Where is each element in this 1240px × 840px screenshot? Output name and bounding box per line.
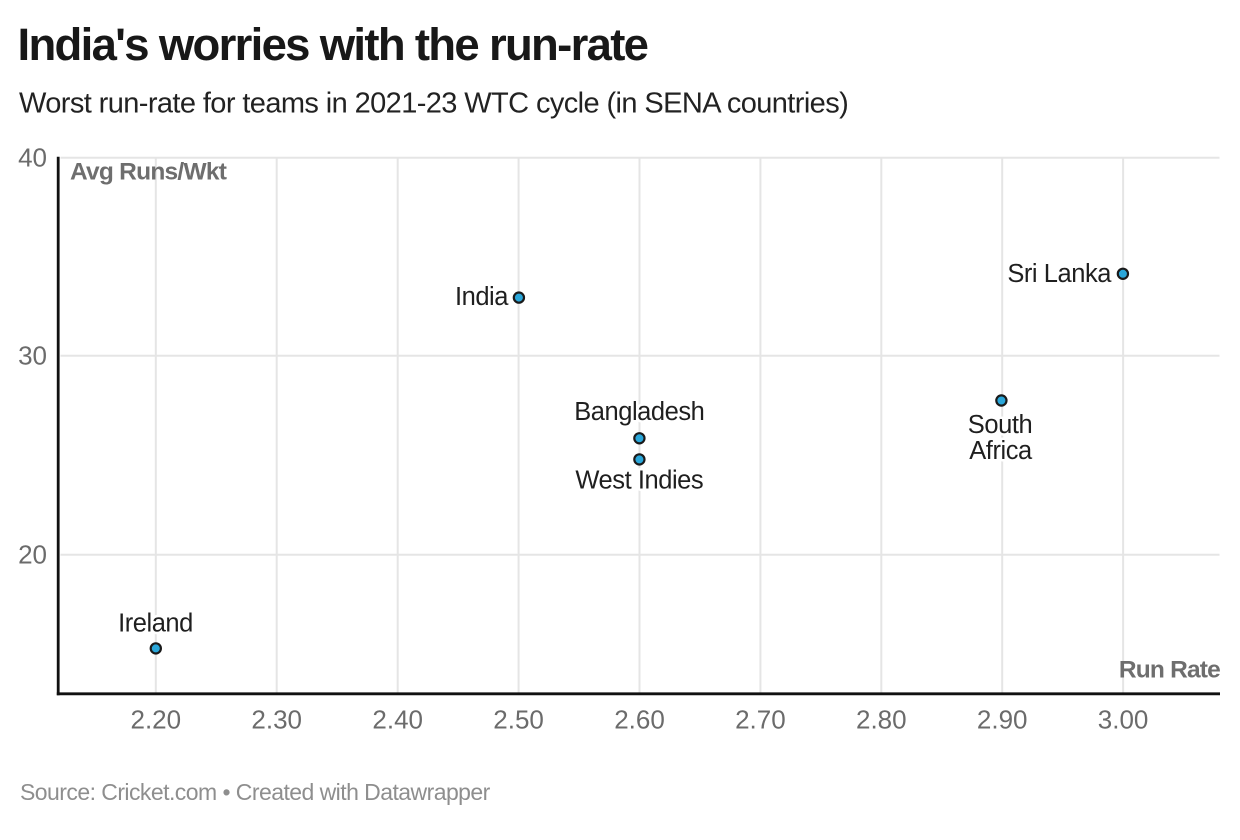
svg-text:2.40: 2.40 — [372, 704, 423, 734]
svg-text:Run Rate: Run Rate — [1119, 656, 1220, 683]
svg-text:2.20: 2.20 — [130, 704, 181, 734]
svg-text:2.90: 2.90 — [977, 704, 1028, 734]
svg-text:Ireland: Ireland — [118, 610, 193, 638]
svg-text:20: 20 — [18, 540, 47, 570]
svg-text:Avg Runs/Wkt: Avg Runs/Wkt — [70, 158, 227, 185]
svg-text:Sri Lanka: Sri Lanka — [1007, 260, 1112, 288]
svg-text:2.60: 2.60 — [614, 704, 665, 734]
svg-text:2.30: 2.30 — [251, 704, 302, 734]
svg-text:South: South — [968, 411, 1032, 439]
svg-text:2.80: 2.80 — [856, 704, 907, 734]
svg-text:Worst run-rate for teams in 20: Worst run-rate for teams in 2021-23 WTC … — [19, 88, 848, 120]
svg-text:India: India — [455, 283, 509, 311]
svg-text:India's worries with the run-r: India's worries with the run-rate — [18, 19, 648, 70]
svg-text:Bangladesh: Bangladesh — [574, 398, 704, 426]
svg-text:2.50: 2.50 — [493, 704, 544, 734]
svg-text:40: 40 — [18, 143, 47, 173]
svg-text:Source: Cricket.com • Created: Source: Cricket.com • Created with Dataw… — [20, 779, 491, 805]
svg-text:West Indies: West Indies — [575, 467, 703, 495]
svg-text:2.70: 2.70 — [735, 704, 786, 734]
svg-text:Africa: Africa — [969, 437, 1033, 465]
svg-text:3.00: 3.00 — [1098, 704, 1149, 734]
svg-text:30: 30 — [18, 341, 47, 371]
